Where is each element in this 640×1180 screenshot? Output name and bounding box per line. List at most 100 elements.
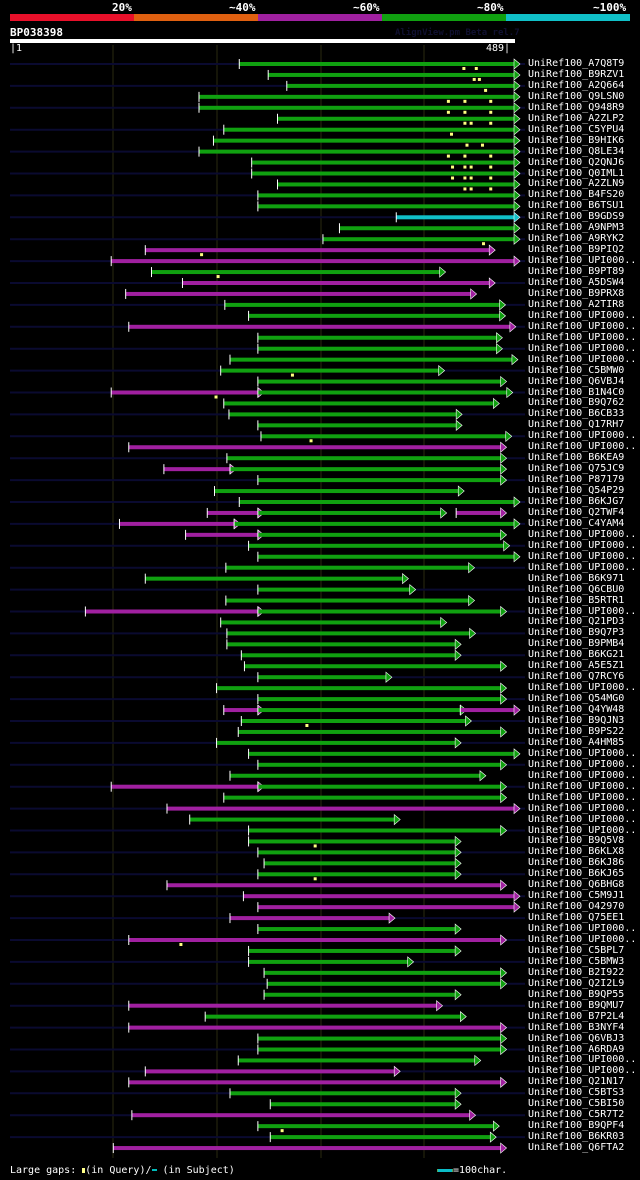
hit-label[interactable]: UniRef100_Q6CBU0	[528, 583, 625, 595]
hit-label[interactable]: UniRef100_UPI000..	[528, 320, 637, 332]
hit-label[interactable]: UniRef100_C5M9J1	[528, 890, 625, 902]
hit-label[interactable]: UniRef100_B6K971	[528, 572, 625, 584]
hit-label[interactable]: UniRef100_B9QJN3	[528, 715, 625, 726]
hit-label[interactable]: UniRef100_C5R7T2	[528, 1109, 625, 1121]
hit-label[interactable]: UniRef100_A4HM85	[528, 736, 625, 748]
hit-label[interactable]: UniRef100_B2I922	[528, 966, 625, 978]
hit-label[interactable]: UniRef100_A2ZLP2	[528, 112, 625, 124]
hit-label[interactable]: UniRef100_Q9LSN0	[528, 90, 625, 102]
hit-label[interactable]: UniRef100_UPI000..	[528, 309, 637, 321]
hit-label[interactable]: UniRef100_UPI000..	[528, 813, 637, 825]
hit-label[interactable]: UniRef100_Q21N17	[528, 1076, 625, 1088]
hit-label[interactable]: UniRef100_B6KEA9	[528, 452, 625, 464]
hit-label[interactable]: UniRef100_B4FS20	[528, 189, 625, 201]
hit-label[interactable]: UniRef100_C5BPL7	[528, 944, 625, 956]
hit-label[interactable]: UniRef100_B9PT89	[528, 266, 625, 278]
hit-label[interactable]: UniRef100_UPI000..	[528, 780, 637, 792]
hit-label[interactable]: UniRef100_Q6VBJ4	[528, 375, 625, 387]
hit-label[interactable]: UniRef100_Q75EE1	[528, 912, 625, 924]
hit-label[interactable]: UniRef100_UPI000..	[528, 769, 637, 781]
hit-label[interactable]: UniRef100_Q54P29	[528, 485, 625, 497]
hit-label[interactable]: UniRef100_UPI000..	[528, 747, 637, 759]
hit-label[interactable]: UniRef100_B9HIK6	[528, 134, 625, 146]
hit-label[interactable]: UniRef100_UPI000..	[528, 342, 637, 354]
hit-label[interactable]: UniRef100_A9NPM3	[528, 222, 625, 234]
hit-label[interactable]: UniRef100_A6RDA9	[528, 1043, 625, 1055]
hit-label[interactable]: UniRef100_P87179	[528, 474, 625, 486]
hit-label[interactable]: UniRef100_A2ZLN9	[528, 178, 625, 190]
hit-label[interactable]: UniRef100_UPI000..	[528, 758, 637, 770]
hit-label[interactable]: UniRef100_A5E5Z1	[528, 660, 625, 672]
hit-label[interactable]: UniRef100_C5BI50	[528, 1098, 625, 1110]
hit-label[interactable]: UniRef100_C5BMW0	[528, 364, 625, 376]
hit-label[interactable]: UniRef100_C5YPU4	[528, 123, 625, 135]
hit-label[interactable]: UniRef100_B6CB33	[528, 408, 625, 420]
hit-label[interactable]: UniRef100_B6TSU1	[528, 200, 625, 212]
hit-label[interactable]: UniRef100_Q8LE34	[528, 145, 625, 157]
hit-label[interactable]: UniRef100_B9RZV1	[528, 68, 625, 80]
hit-label[interactable]: UniRef100_B5RTR1	[528, 594, 625, 606]
hit-label[interactable]: UniRef100_B6KLX8	[528, 846, 625, 858]
hit-label[interactable]: UniRef100_Q17RH7	[528, 419, 625, 431]
hit-label[interactable]: UniRef100_B9GDS9	[528, 211, 625, 223]
hit-label[interactable]: UniRef100_UPI000..	[528, 331, 637, 343]
hit-label[interactable]: UniRef100_Q2QNJ6	[528, 156, 625, 168]
hit-label[interactable]: UniRef100_B6KJ65	[528, 868, 625, 880]
hit-label[interactable]: UniRef100_B9Q5V8	[528, 835, 625, 847]
hit-label[interactable]: UniRef100_B9QMU7	[528, 999, 625, 1011]
hit-label[interactable]: UniRef100_B6KR03	[528, 1131, 625, 1143]
hit-label[interactable]: UniRef100_B9PMB4	[528, 638, 625, 650]
hit-label[interactable]: UniRef100_O42970	[528, 901, 625, 913]
hit-label[interactable]: UniRef100_UPI000..	[528, 561, 637, 573]
hit-label[interactable]: UniRef100_B9QP55	[528, 988, 625, 1000]
hit-label[interactable]: UniRef100_B9Q762	[528, 397, 625, 409]
hit-label[interactable]: UniRef100_B9PIQ2	[528, 244, 625, 256]
hit-label[interactable]: UniRef100_UPI000..	[528, 934, 637, 945]
hit-label[interactable]: UniRef100_Q75JC9	[528, 463, 625, 475]
hit-label[interactable]: UniRef100_Q54MG0	[528, 693, 625, 705]
hit-label[interactable]: UniRef100_UPI000..	[528, 441, 637, 453]
hit-label[interactable]: UniRef100_Q6BHG8	[528, 879, 625, 891]
hit-label[interactable]: UniRef100_UPI000..	[528, 1054, 637, 1066]
hit-label[interactable]: UniRef100_B6KJG7	[528, 496, 625, 507]
hit-label[interactable]: UniRef100_Q2TWF4	[528, 506, 625, 518]
hit-label[interactable]: UniRef100_UPI000..	[528, 255, 637, 267]
hit-label[interactable]: UniRef100_A2Q664	[528, 79, 625, 91]
hit-label[interactable]: UniRef100_Q2I2L9	[528, 977, 625, 989]
hit-label[interactable]: UniRef100_Q948R9	[528, 101, 625, 113]
hit-label[interactable]: UniRef100_C5BTS3	[528, 1087, 625, 1099]
hit-label[interactable]: UniRef100_B7P2L4	[528, 1010, 625, 1022]
hit-label[interactable]: UniRef100_C5BMW3	[528, 955, 625, 967]
hit-label[interactable]: UniRef100_UPI000..	[528, 528, 637, 540]
hit-label[interactable]: UniRef100_Q4YW48	[528, 704, 625, 716]
hit-label[interactable]: UniRef100_B3NYF4	[528, 1021, 625, 1033]
hit-label[interactable]: UniRef100_A2TIR8	[528, 298, 625, 310]
hit-label[interactable]: UniRef100_UPI000..	[528, 539, 637, 551]
hit-label[interactable]: UniRef100_UPI000..	[528, 1065, 637, 1077]
hit-label[interactable]: UniRef100_UPI000..	[528, 791, 637, 803]
hit-label[interactable]: UniRef100_Q6FTA2	[528, 1142, 625, 1154]
hit-label[interactable]: UniRef100_UPI000..	[528, 353, 637, 365]
hit-label[interactable]: UniRef100_UPI000..	[528, 605, 637, 617]
hit-label[interactable]: UniRef100_Q7RCY6	[528, 671, 625, 683]
hit-label[interactable]: UniRef100_UPI000..	[528, 682, 637, 694]
hit-label[interactable]: UniRef100_UPI000..	[528, 430, 637, 442]
hit-label[interactable]: UniRef100_B9Q7P3	[528, 627, 625, 639]
hit-label[interactable]: UniRef100_B9PS22	[528, 725, 625, 737]
hit-label[interactable]: UniRef100_UPI000..	[528, 923, 637, 935]
hit-label[interactable]: UniRef100_UPI000..	[528, 802, 637, 814]
hit-label[interactable]: UniRef100_A9RYK2	[528, 233, 625, 245]
hit-label[interactable]: UniRef100_Q6VBJ3	[528, 1032, 625, 1044]
hit-label[interactable]: UniRef100_UPI000..	[528, 550, 637, 562]
hit-label[interactable]: UniRef100_A5DSW4	[528, 277, 625, 288]
hit-label[interactable]: UniRef100_B6KG21	[528, 649, 625, 661]
hit-label[interactable]: UniRef100_Q21PD3	[528, 616, 625, 628]
hit-label[interactable]: UniRef100_C4YAM4	[528, 517, 625, 529]
hit-label[interactable]: UniRef100_B9QPF4	[528, 1120, 625, 1132]
hit-label[interactable]: UniRef100_B1N4C0	[528, 386, 625, 398]
hit-label[interactable]: UniRef100_UPI000..	[528, 824, 637, 836]
hit-label[interactable]: UniRef100_Q0IML1	[528, 167, 625, 179]
hit-label[interactable]: UniRef100_B9PRX8	[528, 287, 625, 299]
hit-label[interactable]: UniRef100_B6KJ86	[528, 857, 625, 869]
hit-label[interactable]: UniRef100_A7Q8T9	[528, 58, 625, 69]
